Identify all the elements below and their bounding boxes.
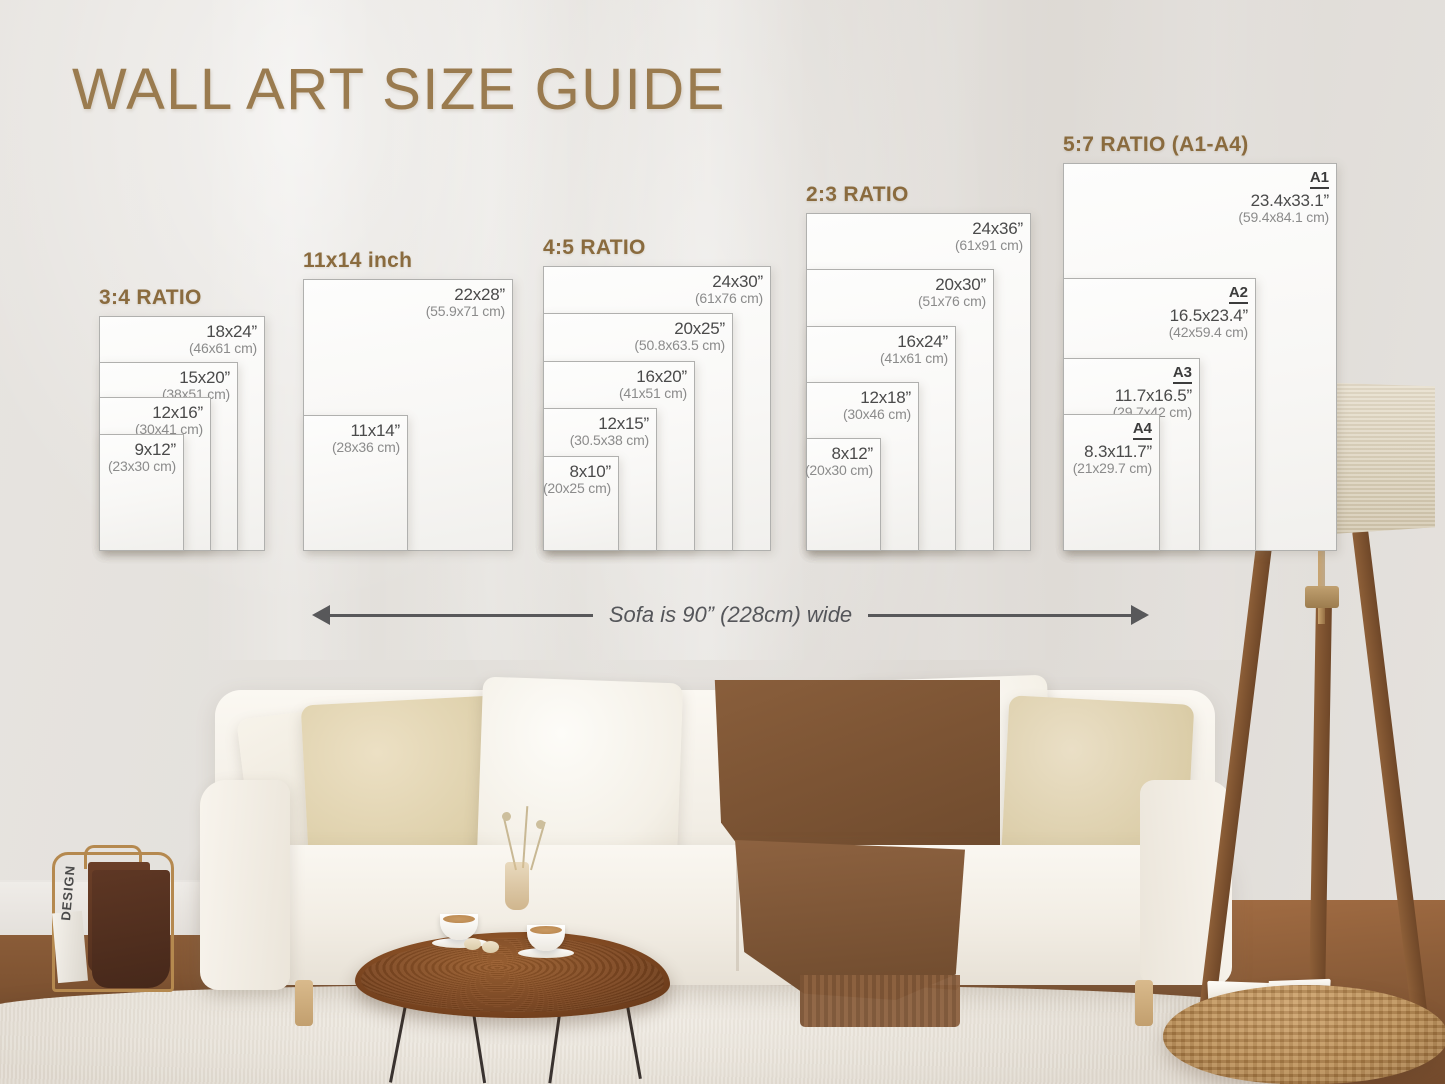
pouf-body [1163,985,1445,1084]
dried-bud-2 [536,820,545,829]
frame-inches: 8x12” [831,444,873,463]
frame-inches: 22x28” [454,285,505,304]
frame-inches: 12x16” [152,403,203,422]
macaron-1 [464,938,481,950]
frame-a4[interactable]: A4 8.3x11.7” (21x29.7 cm) [1063,414,1160,551]
frame-8x12[interactable]: 8x12” (20x30 cm) [804,438,881,551]
sofa-arm-left [200,780,290,990]
frame-inches: 9x12” [134,440,176,459]
frame-code: A4 [1132,420,1152,441]
frame-inches: 16x20” [636,367,687,386]
macaron-2 [482,941,499,953]
frame-inches: 24x36” [972,219,1023,238]
dried-bud-1 [502,812,511,821]
arrow-right-icon [1131,605,1150,625]
group-heading: 5:7 RATIO (A1-A4) [1063,133,1249,156]
frame-inches: 15x20” [179,368,230,387]
rack-leather-front [92,870,170,988]
frame-cm: (21x29.7 cm) [1072,460,1152,477]
frame-cm: (30x46 cm) [842,406,911,423]
rack-handle-icon [84,845,142,869]
coffee-cup-right [527,925,565,951]
frame-code: A3 [1172,364,1192,385]
frame-inches: 24x30” [712,272,763,291]
frame-code: A1 [1309,169,1329,190]
frame-cm: (59.4x84.1 cm) [1238,209,1329,226]
sofa-width-label: Sofa is 90” (228cm) wide [608,602,853,627]
table-top [355,932,670,1018]
lamp-brass-rod [1318,524,1325,624]
size-group-11x14-inch: 11x14 inch 22x28” (55.9x71 cm) 11x14” (2… [303,249,513,551]
size-group-2-3-ratio: 2:3 RATIO 24x36” (61x91 cm) 20x30” (51x7… [804,183,1031,551]
frame-cm: (30x41 cm) [134,421,203,438]
glass-vase [505,862,529,910]
frame-inches: 18x24” [206,322,257,341]
frame-cm: (30.5x38 cm) [569,432,649,449]
frame-cm: (20x25 cm) [542,480,611,497]
frame-9x12[interactable]: 9x12” (23x30 cm) [99,434,184,551]
coffee-cup-left [440,914,478,940]
frame-inches: 16.5x23.4” [1169,306,1249,326]
frame-cm: (28x36 cm) [331,439,400,456]
frame-inches: 16x24” [897,332,948,351]
throw-fringe [800,975,960,1027]
measure-line-right [868,613,1132,617]
group-heading: 4:5 RATIO [543,236,646,259]
frame-inches: 11x14” [350,421,400,440]
frame-cm: (42x59.4 cm) [1168,324,1248,341]
group-heading: 3:4 RATIO [99,286,202,309]
size-group-5-7-ratio: 5:7 RATIO (A1-A4) A1 23.4x33.1” (59.4x84… [1063,133,1337,551]
sofa-leg-left [295,980,313,1026]
measure-line-left [330,613,593,617]
frame-inches: 8x10” [569,462,611,481]
frame-cm: (41x51 cm) [618,385,687,402]
frame-inches: 11.7x16.5” [1114,386,1192,406]
arrow-left-icon [312,605,330,625]
frame-cm: (61x76 cm) [694,290,763,307]
frame-inches: 12x15” [598,414,649,433]
frame-inches: 23.4x33.1” [1250,191,1330,211]
frame-cm: (20x30 cm) [804,462,873,479]
frame-inches: 20x30” [935,275,986,294]
sofa-width-measurement: Sofa is 90” (228cm) wide [312,598,1150,632]
saucer-right [518,948,574,958]
group-heading: 2:3 RATIO [806,183,909,206]
frame-cm: (51x76 cm) [917,293,986,310]
frame-cm: (50.8x63.5 cm) [634,337,725,354]
frame-inches: 20x25” [674,319,725,338]
frame-inches: 8.3x11.7” [1084,442,1152,462]
frame-cm: (55.9x71 cm) [425,303,505,320]
group-heading: 11x14 inch [303,249,413,272]
frame-cm: (46x61 cm) [188,340,257,357]
sofa-leg-right [1135,980,1153,1026]
frame-inches: 12x18” [860,388,911,407]
frame-cm: (41x61 cm) [879,350,948,367]
lamp-hub [1305,586,1339,608]
size-group-3-4-ratio: 3:4 RATIO 18x24” (46x61 cm) 15x20” (38x5… [99,286,265,551]
saucer-left [432,938,488,948]
page-title: WALL ART SIZE GUIDE [72,57,726,122]
frame-11x14[interactable]: 11x14” (28x36 cm) [303,415,408,551]
frame-cm: (23x30 cm) [107,458,176,475]
size-group-4-5-ratio: 4:5 RATIO 24x30” (61x76 cm) 20x25” (50.8… [543,236,771,551]
frame-8x10[interactable]: 8x10” (20x25 cm) [543,456,619,551]
frame-cm: (61x91 cm) [954,237,1023,254]
frame-code: A2 [1228,284,1248,305]
